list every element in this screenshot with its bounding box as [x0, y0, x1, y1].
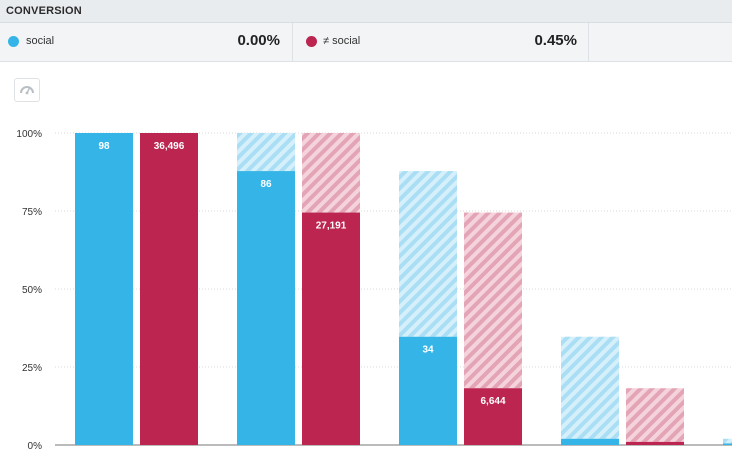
- legend-value: 0.00%: [237, 32, 280, 49]
- legend-item-not-social[interactable]: ≠ social 0.45%: [293, 23, 589, 61]
- bar-not-social[interactable]: [140, 133, 198, 445]
- gauge-icon[interactable]: [14, 78, 40, 102]
- y-tick-label: 50%: [22, 285, 42, 296]
- bar-value-label: 6,644: [480, 396, 505, 407]
- bar-value-label: 34: [422, 345, 434, 356]
- y-tick-label: 100%: [16, 129, 42, 140]
- dropoff-bar[interactable]: [302, 133, 360, 213]
- bar-social[interactable]: [723, 443, 732, 445]
- bar-value-label: 27,191: [316, 221, 347, 232]
- dropoff-bar[interactable]: [723, 438, 732, 444]
- bar-value-label: 36,496: [154, 141, 185, 152]
- dropoff-bar[interactable]: [561, 336, 619, 439]
- series-color-dot: [306, 36, 317, 47]
- dropoff-bar[interactable]: [237, 133, 295, 172]
- section-header: CONVERSION: [0, 0, 732, 23]
- dropoff-bar[interactable]: [464, 212, 522, 389]
- section-title: CONVERSION: [6, 5, 82, 17]
- funnel-bar-chart: 0% 25% 50% 75% 100% 98 86 34 2 36,496 27,191 6,644…: [16, 129, 732, 450]
- y-axis: 0% 25% 50% 75% 100%: [16, 129, 42, 450]
- bar-social[interactable]: [75, 133, 133, 445]
- legend-row: social 0.00% ≠ social 0.45%: [0, 23, 732, 62]
- legend-label: ≠ social: [323, 35, 361, 47]
- bar-value-label: 86: [260, 179, 272, 190]
- bar-value-label: 98: [98, 141, 110, 152]
- bar-not-social[interactable]: [302, 212, 360, 445]
- legend-label: social: [26, 35, 55, 47]
- legend-empty-cell: [589, 23, 732, 61]
- legend-value: 0.45%: [534, 32, 577, 49]
- bar-not-social[interactable]: [464, 388, 522, 445]
- dropoff-bar[interactable]: [626, 388, 684, 442]
- bar-social[interactable]: [399, 336, 457, 445]
- bar-social[interactable]: [561, 438, 619, 445]
- bar-value-label: 2: [587, 447, 593, 450]
- bar-social[interactable]: [237, 171, 295, 445]
- legend-item-social[interactable]: social 0.00%: [0, 23, 293, 61]
- y-tick-label: 75%: [22, 207, 42, 218]
- dropoff-bar[interactable]: [399, 171, 457, 337]
- y-tick-label: 25%: [22, 363, 42, 374]
- y-tick-label: 0%: [28, 441, 43, 450]
- series-color-dot: [8, 36, 19, 47]
- bar-not-social[interactable]: [626, 441, 684, 445]
